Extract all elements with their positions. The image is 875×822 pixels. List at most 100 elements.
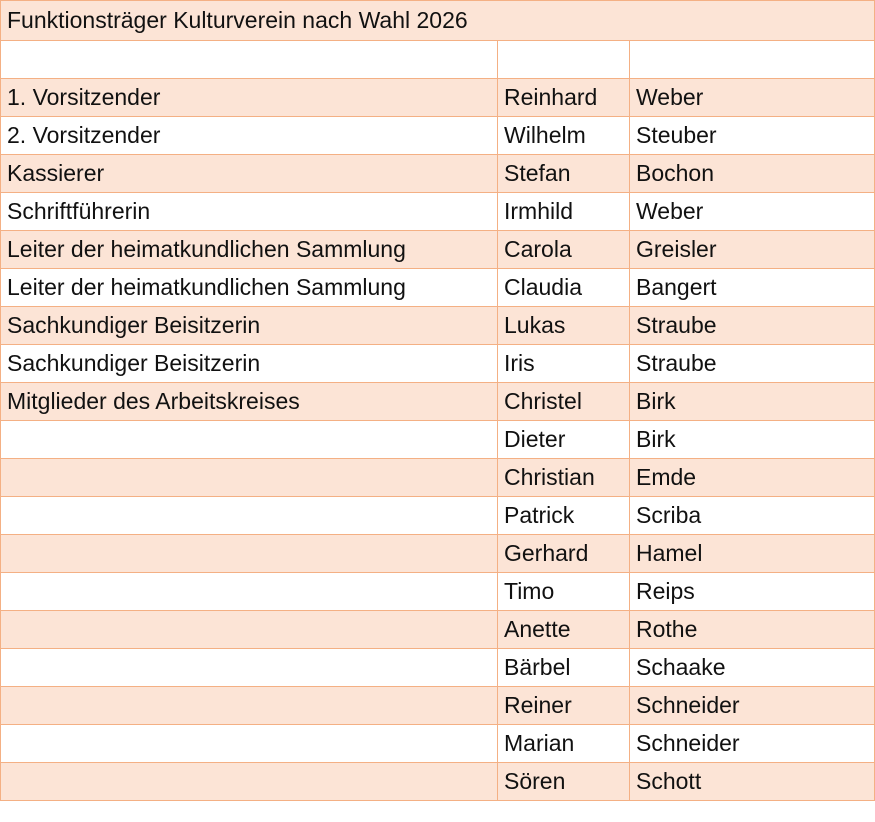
table-cell: Schriftführerin xyxy=(0,192,498,231)
cell-text: Claudia xyxy=(504,274,582,300)
table-cell: Straube xyxy=(628,344,875,383)
table-row: Schriftführerin Irmhild Weber xyxy=(0,192,875,231)
table-cell: Reips xyxy=(628,572,875,611)
table-cell xyxy=(0,648,498,687)
table-row: Christian Emde xyxy=(0,458,875,497)
table-row: Marian Schneider xyxy=(0,724,875,763)
table-cell: Mitglieder des Arbeitskreises xyxy=(0,382,498,421)
table-cell: Reinhard xyxy=(497,78,630,117)
table-cell: Greisler xyxy=(628,230,875,269)
cell-text: Sachkundiger Beisitzerin xyxy=(7,312,261,338)
title-cell: Funktionsträger Kulturverein nach Wahl 2… xyxy=(0,0,875,41)
table-cell: Schaake xyxy=(628,648,875,687)
table-row: Leiter der heimatkundlichen Sammlung Caro… xyxy=(0,230,875,269)
table-cell: Straube xyxy=(628,306,875,345)
table-row: 2. Vorsitzender Wilhelm Steuber xyxy=(0,116,875,155)
table-row: Gerhard Hamel xyxy=(0,534,875,573)
table-cell: Leiter der heimatkundlichen Sammlung xyxy=(0,268,498,307)
spreadsheet: Funktionsträger Kulturverein nach Wahl 2… xyxy=(0,0,875,801)
table-cell: Irmhild xyxy=(497,192,630,231)
table-cell: Lukas xyxy=(497,306,630,345)
cell-text: Kassierer xyxy=(7,160,105,186)
table-cell: Dieter xyxy=(497,420,630,459)
table-cell: Schneider xyxy=(628,686,875,725)
cell-text: Steuber xyxy=(636,122,717,148)
table-cell: Timo xyxy=(497,572,630,611)
table-cell: Claudia xyxy=(497,268,630,307)
cell-text: Emde xyxy=(636,464,697,490)
table-cell xyxy=(0,572,498,611)
table-cell: 2. Vorsitzender xyxy=(0,116,498,155)
cell-text: Bangert xyxy=(636,274,717,300)
table-row: Leiter der heimatkundlichen Sammlung Clau… xyxy=(0,268,875,307)
table-cell: Bärbel xyxy=(497,648,630,687)
cell-text: Greisler xyxy=(636,236,717,262)
table-cell: Sachkundiger Beisitzerin xyxy=(0,306,498,345)
cell-text: Straube xyxy=(636,312,717,338)
table-cell: Emde xyxy=(628,458,875,497)
table-row: Kassierer Stefan Bochon xyxy=(0,154,875,193)
cell-text: Birk xyxy=(636,388,676,414)
cell-text: Iris xyxy=(504,350,535,376)
table-row: Reiner Schneider xyxy=(0,686,875,725)
table-cell: Sachkundiger Beisitzerin xyxy=(0,344,498,383)
cell-text: Weber xyxy=(636,84,704,110)
table-cell xyxy=(497,40,630,79)
cell-text: Straube xyxy=(636,350,717,376)
table-cell: Christian xyxy=(497,458,630,497)
cell-text: Patrick xyxy=(504,502,575,528)
cell-text: Bochon xyxy=(636,160,715,186)
table-cell: Schneider xyxy=(628,724,875,763)
cell-text: Dieter xyxy=(504,426,566,452)
cell-text: Sören xyxy=(504,768,566,794)
table-cell: Marian xyxy=(497,724,630,763)
table-row: Bärbel Schaake xyxy=(0,648,875,687)
table-cell: Christel xyxy=(497,382,630,421)
table-cell: Stefan xyxy=(497,154,630,193)
table-row: Anette Rothe xyxy=(0,610,875,649)
cell-text: Schott xyxy=(636,768,702,794)
cell-text: Mitglieder des Arbeitskreises xyxy=(7,388,300,414)
table-cell xyxy=(0,762,498,801)
table-cell xyxy=(0,458,498,497)
table-row: 1. Vorsitzender Reinhard Weber xyxy=(0,78,875,117)
table-row xyxy=(0,40,875,79)
table-cell: Leiter der heimatkundlichen Sammlung xyxy=(0,230,498,269)
cell-text: Stefan xyxy=(504,160,571,186)
cell-text: Weber xyxy=(636,198,704,224)
cell-text: Anette xyxy=(504,616,571,642)
table-cell: Rothe xyxy=(628,610,875,649)
table-row: Timo Reips xyxy=(0,572,875,611)
cell-text: Schriftführerin xyxy=(7,198,151,224)
table-cell xyxy=(0,610,498,649)
table-row: Sachkundiger Beisitzerin Iris Straube xyxy=(0,344,875,383)
table-row: Sachkundiger Beisitzerin Lukas Straube xyxy=(0,306,875,345)
cell-text: Gerhard xyxy=(504,540,589,566)
cell-text: Timo xyxy=(504,578,555,604)
table-cell: Scriba xyxy=(628,496,875,535)
table-cell xyxy=(628,40,875,79)
table-cell: Kassierer xyxy=(0,154,498,193)
table-cell: Reiner xyxy=(497,686,630,725)
cell-text: Marian xyxy=(504,730,575,756)
cell-text: Rothe xyxy=(636,616,698,642)
table-cell: Iris xyxy=(497,344,630,383)
table: Funktionsträger Kulturverein nach Wahl 2… xyxy=(0,0,875,801)
cell-text: Bärbel xyxy=(504,654,571,680)
cell-text: Christel xyxy=(504,388,582,414)
title-row: Funktionsträger Kulturverein nach Wahl 2… xyxy=(0,0,875,41)
table-cell: Gerhard xyxy=(497,534,630,573)
cell-text: Leiter der heimatkundlichen Sammlung xyxy=(7,274,406,300)
cell-text: Reips xyxy=(636,578,695,604)
cell-text: Irmhild xyxy=(504,198,574,224)
cell-text: Sachkundiger Beisitzerin xyxy=(7,350,261,376)
cell-text: Hamel xyxy=(636,540,703,566)
table-cell: Schott xyxy=(628,762,875,801)
cell-text: Lukas xyxy=(504,312,566,338)
table-cell xyxy=(0,534,498,573)
cell-text: 2. Vorsitzender xyxy=(7,122,161,148)
table-title: Funktionsträger Kulturverein nach Wahl 2… xyxy=(7,7,468,33)
table-cell: Patrick xyxy=(497,496,630,535)
table-cell xyxy=(0,420,498,459)
